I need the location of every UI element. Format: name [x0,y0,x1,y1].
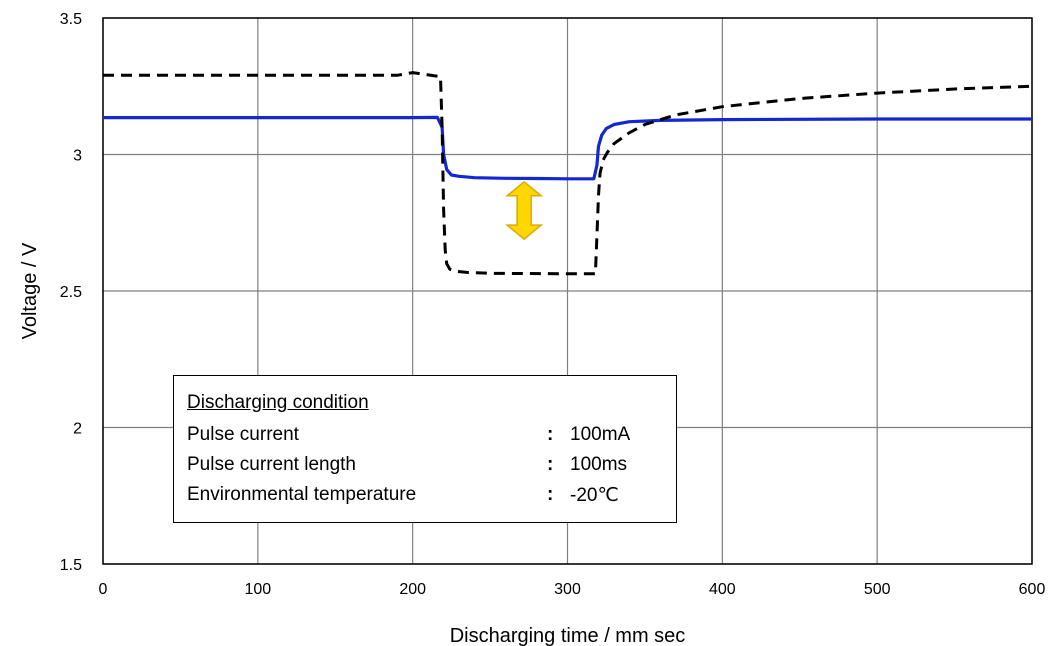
condition-row-pulse-length: Pulse current length : 100ms [187,454,667,480]
y-tick-label: 1.5 [60,557,82,574]
x-tick-label: 400 [709,581,736,598]
x-tick-label: 100 [244,581,271,598]
y-tick-label: 2.5 [60,284,82,301]
x-tick-labels: 0 100 200 300 400 500 600 [99,581,1046,598]
series-layer [103,71,1033,276]
condition-title: Discharging condition [187,392,369,413]
condition-row-temperature: Environmental temperature : -20℃ [187,484,667,510]
annotation-layer [505,180,544,241]
y-tick-labels: 1.5 2 2.5 3 3.5 [60,11,82,574]
condition-colon: : [547,424,554,445]
condition-colon: : [547,454,554,475]
discharging-condition-box: Discharging condition Pulse current : 10… [173,375,677,523]
condition-label: Pulse current length [187,454,356,475]
double-arrow-annotation [505,180,544,241]
condition-label: Pulse current [187,424,299,445]
y-tick-label: 3 [73,148,82,165]
y-tick-label: 2 [73,421,82,438]
y-axis-title: Voltage / V [19,242,41,339]
x-tick-label: 200 [399,581,426,598]
x-axis-title: Discharging time / mm sec [450,625,686,646]
x-tick-label: 500 [864,581,891,598]
condition-value: 100mA [570,424,631,445]
condition-row-pulse-current: Pulse current : 100mA [187,424,667,450]
y-tick-label: 3.5 [60,11,82,28]
condition-label: Environmental temperature [187,484,417,505]
x-tick-label: 300 [554,581,581,598]
x-tick-label: 600 [1019,581,1046,598]
condition-colon: : [547,484,554,505]
plot-frame [102,17,1033,565]
x-tick-label: 0 [99,581,108,598]
condition-value: -20℃ [570,485,619,506]
condition-value: 100ms [570,454,628,475]
